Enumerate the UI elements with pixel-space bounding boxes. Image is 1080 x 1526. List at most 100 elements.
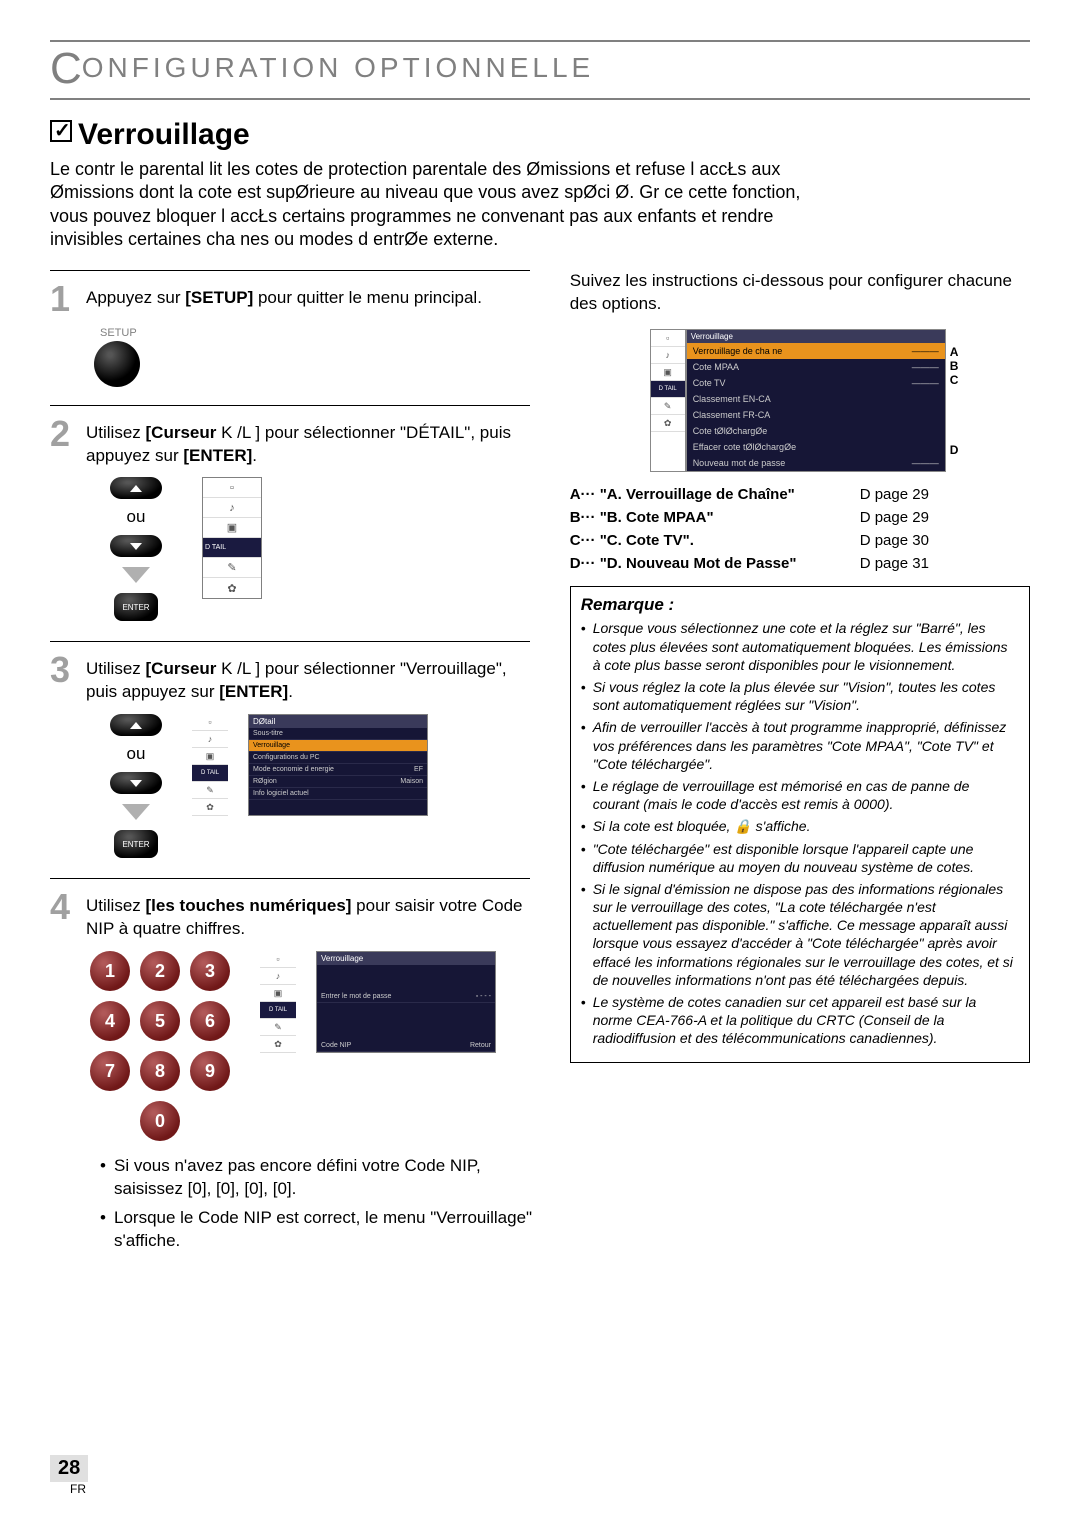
page-footer: 28 FR: [50, 1455, 88, 1496]
right-osd-panel: Verrouillage Verrouillage de cha ne——— Co…: [686, 329, 946, 472]
chapter-rest: ONFIGURATION OPTIONNELLE: [82, 52, 594, 83]
step-2: 2 Utilisez [Curseur K /L ] pour sélectio…: [50, 416, 540, 468]
r: ▣: [192, 748, 228, 765]
setup-button-icon: [94, 341, 140, 387]
step-1-pre: Appuyez sur: [86, 288, 185, 307]
step-1-num: 1: [50, 281, 86, 317]
check-icon: [50, 120, 72, 142]
keypad-key: 4: [90, 1001, 130, 1041]
mini-row: ▣: [203, 518, 261, 538]
ref-key: D···: [570, 555, 600, 572]
ref-key: B···: [570, 509, 600, 526]
step-4-notes: Si vous n'avez pas encore défini votre C…: [100, 1155, 540, 1253]
pin-boxes: ▫ - - -: [476, 993, 491, 1000]
t: Retour: [470, 1042, 491, 1049]
t: [les touches numériques]: [146, 896, 352, 915]
keypad-key: 1: [90, 951, 130, 991]
ref-key: A···: [570, 486, 600, 503]
osd-row: Verrouillage: [249, 740, 427, 752]
step-3-body: Utilisez [Curseur K /L ] pour sélectionn…: [86, 652, 540, 704]
r: ✎: [260, 1019, 296, 1036]
r: ✿: [260, 1036, 296, 1053]
chapter-initial: C: [50, 44, 82, 93]
ref-page: D page 29: [860, 509, 929, 526]
osd-sidebar: ▫ ♪ ▣ D TAIL ✎ ✿: [260, 951, 296, 1053]
cursor-illustration-3: ou ENTER ▫ ♪ ▣ D TAIL ✎ ✿ DØtail Sous-ti…: [110, 714, 540, 858]
page-lang: FR: [70, 1482, 88, 1496]
step-1: 1 Appuyez sur [SETUP] pour quitter le me…: [50, 281, 540, 317]
osd-row: Configurations du PC: [249, 752, 427, 764]
section-title-text: Verrouillage: [78, 118, 250, 151]
mini-row: ✎: [203, 558, 261, 578]
osd-panel-3: DØtail Sous-titreVerrouillageConfigurati…: [248, 714, 428, 816]
label-d: D: [950, 443, 959, 457]
arrow-block: ou ENTER: [110, 714, 162, 858]
remarque-item: "Cote téléchargée" est disponible lorsqu…: [581, 840, 1019, 876]
remarque-box: Remarque : Lorsque vous sélectionnez une…: [570, 586, 1030, 1062]
keypad-key: 8: [140, 1051, 180, 1091]
remarque-title: Remarque :: [581, 595, 1019, 615]
osd-4: ▫ ♪ ▣ D TAIL ✎ ✿ Verrouillage Entrer le …: [260, 951, 496, 1053]
r: ✿: [192, 799, 228, 816]
step-3: 3 Utilisez [Curseur K /L ] pour sélectio…: [50, 652, 540, 704]
label-c: C: [950, 373, 959, 387]
step-1-post: pour quitter le menu principal.: [253, 288, 482, 307]
osd-row: Verrouillage de cha ne———: [687, 343, 945, 359]
right-column: Suivez les instructions ci-dessous pour …: [570, 270, 1030, 1259]
page-number: 28: [50, 1455, 88, 1482]
osd-sidebar: ▫ ♪ ▣ D TAIL ✎ ✿: [192, 714, 228, 816]
ref-page: D page 29: [860, 486, 929, 503]
t: K /L ]: [221, 423, 260, 442]
ref-label: "C. Cote TV".: [600, 532, 860, 549]
step-rule: [50, 878, 530, 879]
label-a: A: [950, 345, 959, 359]
ou-label: ou: [127, 507, 146, 527]
r: ✿: [651, 415, 685, 432]
t: Utilisez: [86, 896, 146, 915]
r: ▫: [192, 714, 228, 731]
osd-row: Effacer cote tØlØchargØe: [687, 439, 945, 455]
t: page 29: [875, 509, 929, 526]
step-2-num: 2: [50, 416, 86, 468]
osd-row: Cote tØlØchargØe: [687, 423, 945, 439]
mini-row: ♪: [203, 498, 261, 518]
remarque-item: Le système de cotes canadien sur cet app…: [581, 993, 1019, 1048]
step-2-body: Utilisez [Curseur K /L ] pour sélectionn…: [86, 416, 540, 468]
osd-row: Classement FR-CA: [687, 407, 945, 423]
ref-label: "B. Cote MPAA": [600, 509, 860, 526]
r: ▣: [260, 985, 296, 1002]
setup-label: SETUP: [100, 327, 540, 339]
ref-page: D page 31: [860, 555, 929, 572]
up-arrow-icon: [110, 714, 162, 736]
osd-row: Cote TV———: [687, 375, 945, 391]
step-4-body: Utilisez [les touches numériques] pour s…: [86, 889, 540, 941]
step-3-num: 3: [50, 652, 86, 704]
keypad-key: 9: [190, 1051, 230, 1091]
ou-label: ou: [127, 744, 146, 764]
enter-button-icon: ENTER: [114, 830, 158, 858]
keypad-key: 3: [190, 951, 230, 991]
r: ✎: [651, 398, 685, 415]
remarque-item: Si le signal d'émission ne dispose pas d…: [581, 880, 1019, 989]
keypad-key: 6: [190, 1001, 230, 1041]
enter-button-icon: ENTER: [114, 593, 158, 621]
remarque-item: Lorsque vous sélectionnez une cote et la…: [581, 619, 1019, 674]
t: Utilisez: [86, 659, 146, 678]
mini-row: ✿: [203, 578, 261, 598]
t: page 29: [875, 486, 929, 503]
osd-row: Mode economie d energieEF: [249, 764, 427, 776]
osd-panel-4: Verrouillage Entrer le mot de passe ▫ - …: [316, 951, 496, 1053]
t: Entrer le mot de passe: [321, 993, 391, 1000]
ref-label: "D. Nouveau Mot de Passe": [600, 555, 860, 572]
r: D TAIL: [651, 381, 685, 398]
arrow-block: ou ENTER: [110, 477, 162, 621]
r: ♪: [192, 731, 228, 748]
right-intro: Suivez les instructions ci-dessous pour …: [570, 270, 1030, 316]
step-4: 4 Utilisez [les touches numériques] pour…: [50, 889, 540, 941]
osd-header: Verrouillage: [687, 330, 945, 343]
keypad-key: 5: [140, 1001, 180, 1041]
osd-3: ▫ ♪ ▣ D TAIL ✎ ✿ DØtail Sous-titreVerrou…: [192, 714, 428, 816]
osd-sidebar: ▫ ♪ ▣ D TAIL ✎ ✿: [650, 329, 686, 472]
osd-row: Nouveau mot de passe———: [687, 455, 945, 471]
r: ♪: [651, 347, 685, 364]
